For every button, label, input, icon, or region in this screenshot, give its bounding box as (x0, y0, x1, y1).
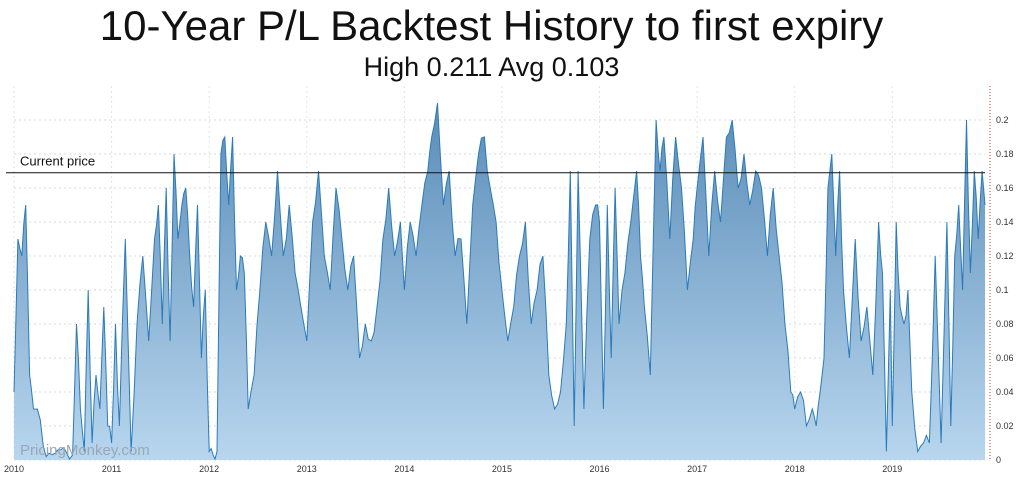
x-tick-label: 2018 (785, 464, 805, 474)
y-tick-label: 0.16 (996, 183, 1014, 193)
y-tick-label: 0.02 (996, 421, 1014, 431)
y-tick-label: 0.2 (996, 115, 1009, 125)
x-tick-label: 2015 (492, 464, 512, 474)
series-line (13, 102, 986, 461)
series-area (14, 103, 985, 460)
x-tick-label: 2019 (882, 464, 902, 474)
y-tick-label: 0.14 (996, 217, 1014, 227)
x-tick-label: 2016 (590, 464, 610, 474)
chart-subtitle: High 0.211 Avg 0.103 (363, 52, 620, 82)
watermark-text: PricingMonkey.com (20, 442, 150, 459)
x-tick-label: 2013 (297, 464, 317, 474)
y-tick-label: 0.18 (996, 149, 1014, 159)
x-tick-label: 2012 (199, 464, 219, 474)
y-tick-label: 0.1 (996, 285, 1009, 295)
y-tick-label: 0 (996, 455, 1001, 465)
x-tick-label: 2011 (102, 464, 121, 474)
y-tick-label: 0.12 (996, 251, 1014, 261)
current-price-label: Current price (20, 154, 95, 169)
y-tick-label: 0.06 (996, 353, 1014, 363)
y-tick-label: 0.08 (996, 319, 1014, 329)
x-tick-label: 2014 (394, 464, 414, 474)
y-axis: 0 0.02 0.04 0.06 0.08 0.1 0.12 0.14 0.16 0.18 0.2 (996, 115, 1014, 465)
y-tick-label: 0.04 (996, 387, 1014, 397)
chart-title: 10-Year P/L Backtest History to first ex… (99, 2, 884, 49)
x-tick-label: 2017 (687, 464, 707, 474)
x-axis: 2010 2011 2012 2013 2014 2015 2016 2017 2018 2019 (4, 464, 902, 474)
x-tick-label: 2010 (4, 464, 24, 474)
